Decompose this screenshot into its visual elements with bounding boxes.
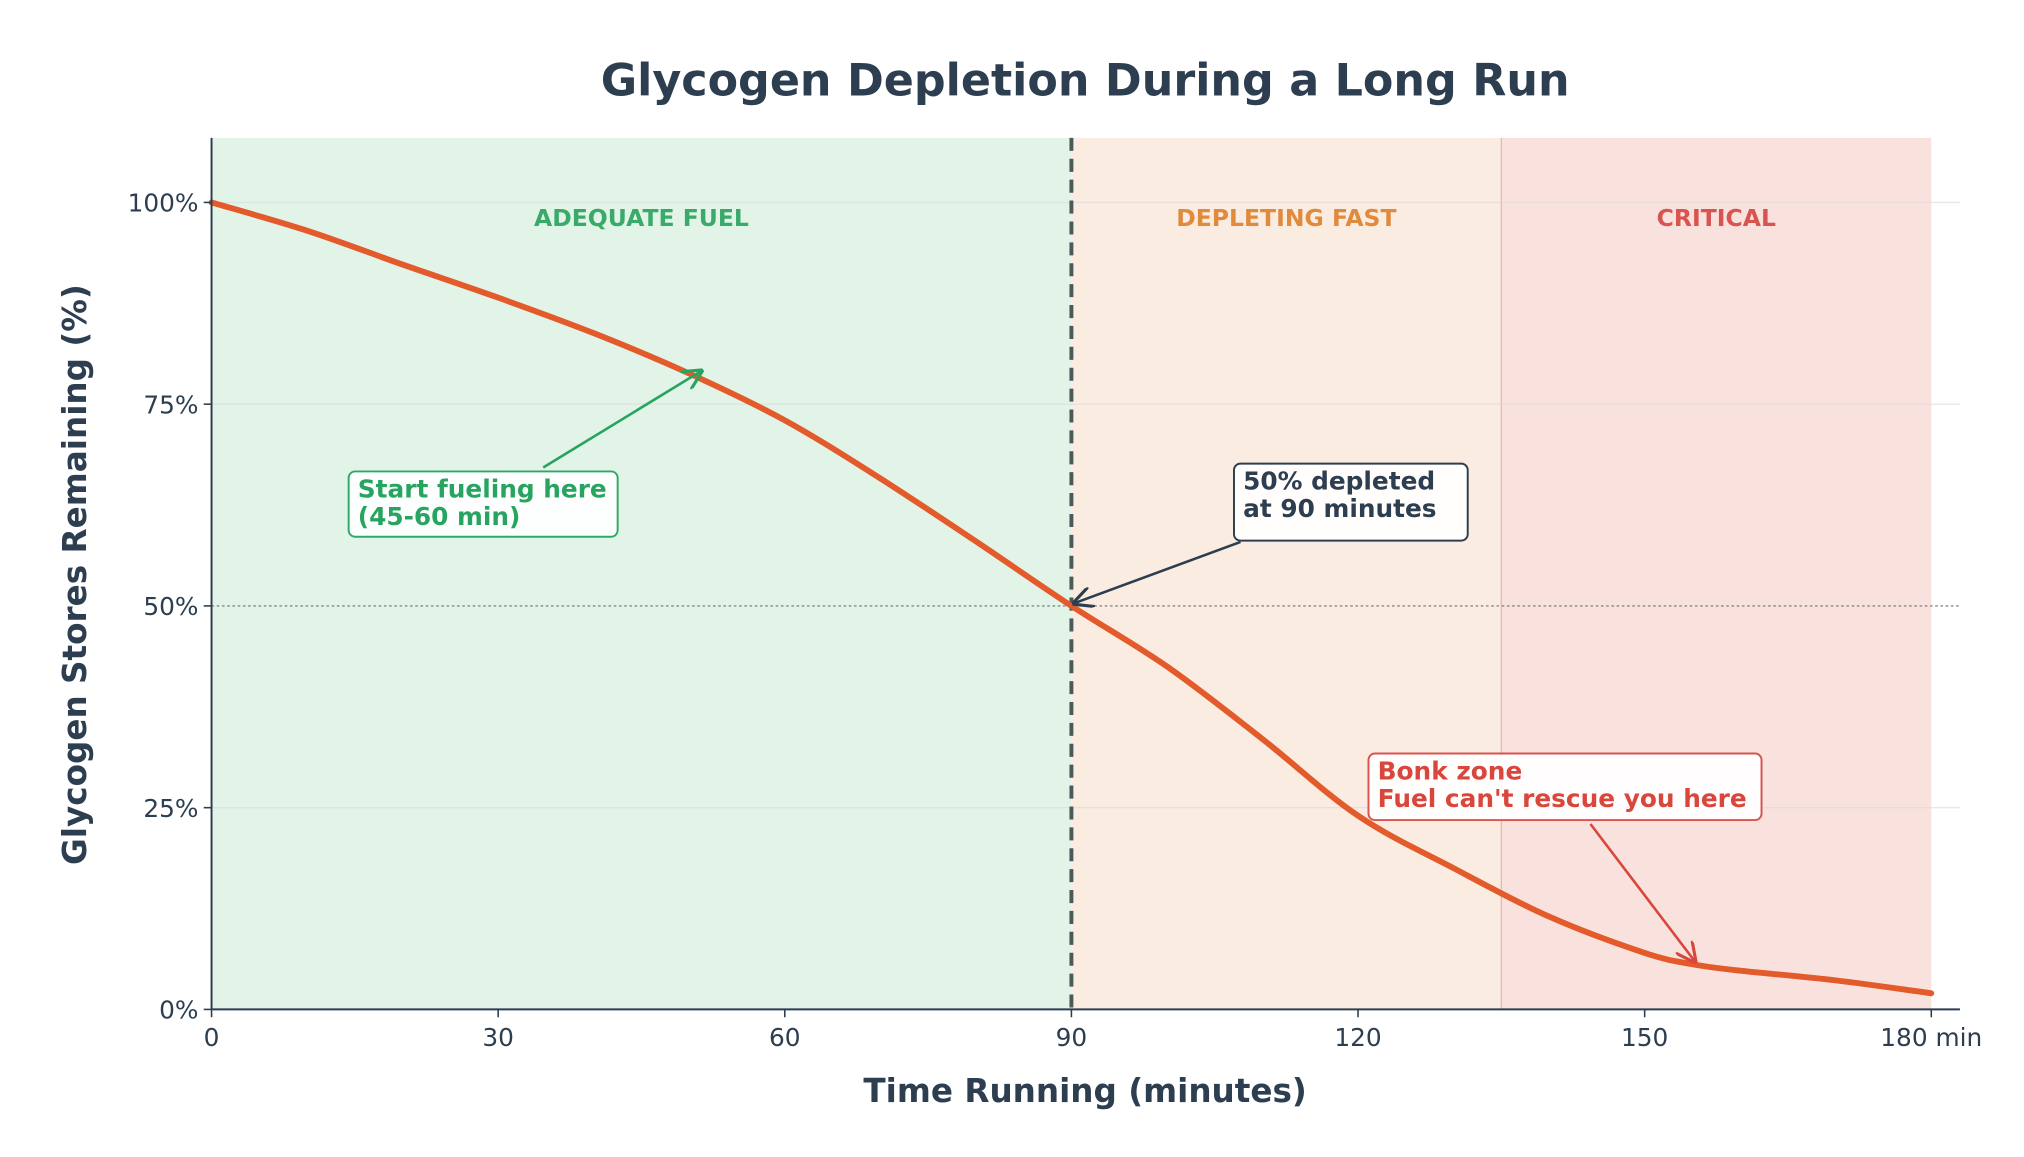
y-tick-label: 100% (128, 189, 199, 218)
x-tick-label: 0 (204, 1023, 220, 1052)
x-axis-label: Time Running (minutes) (863, 1072, 1306, 1110)
y-tick-label: 0% (159, 996, 198, 1025)
y-axis-label: Glycogen Stores Remaining (%) (56, 284, 94, 865)
zone-0-band (211, 137, 1072, 1010)
glycogen-curve (208, 199, 1935, 997)
x-tick-label: 30 (482, 1023, 514, 1052)
x-tick-label: 120 (1334, 1023, 1381, 1052)
y-tick-label: 25% (143, 794, 198, 823)
annotation-text: Fuel can't rescue you here (1378, 784, 1747, 813)
annotation-arrow (1074, 540, 1241, 603)
zone-2-band (1501, 137, 1932, 1010)
zone-label: ADEQUATE FUEL (534, 204, 749, 232)
chart-title: Glycogen Depletion During a Long Run (601, 55, 1570, 106)
annotation-arrow (1589, 823, 1695, 962)
x-tick-label: 90 (1056, 1023, 1088, 1052)
annotation-text: at 90 minutes (1243, 494, 1436, 523)
annotation-text: 50% depleted (1243, 467, 1435, 496)
x-tick-label: 60 (769, 1023, 801, 1052)
annotation-arrow (542, 371, 701, 469)
zone-label: CRITICAL (1657, 204, 1776, 232)
annotation-text: (45-60 min) (358, 502, 521, 531)
x-tick-label: 150 (1621, 1023, 1668, 1052)
zone-1-band (1071, 137, 1502, 1010)
y-tick-label: 50% (143, 592, 198, 621)
annotation-text: Start fueling here (358, 475, 607, 504)
annotation-text: Bonk zone (1378, 757, 1523, 786)
annotation-box (347, 470, 619, 538)
x-tick-label: 180 min (1880, 1023, 1982, 1052)
annotation-box (1367, 752, 1763, 822)
annotation-box (1233, 462, 1469, 542)
zone-label: DEPLETING FAST (1176, 204, 1396, 232)
y-tick-label: 75% (143, 390, 198, 419)
